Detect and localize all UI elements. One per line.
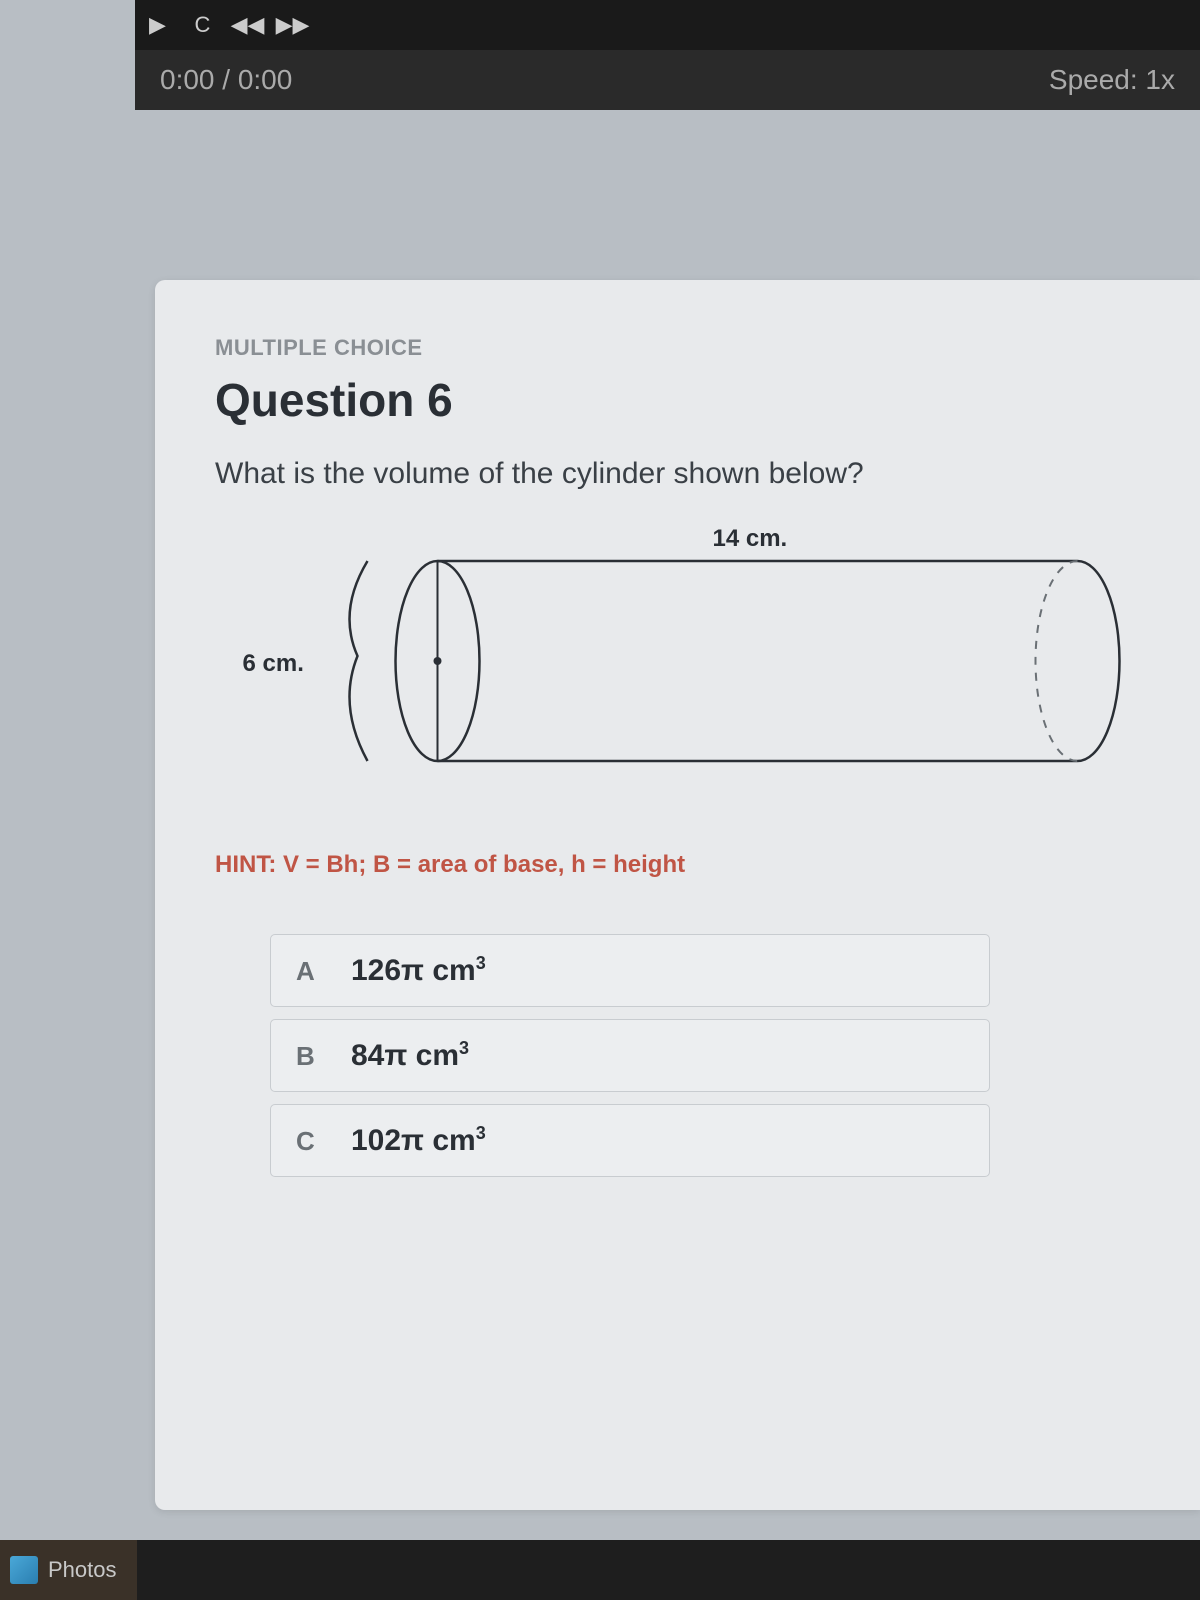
- photos-icon: [10, 1556, 38, 1584]
- choice-letter: C: [296, 1126, 351, 1157]
- choice-text: 102π cm3: [351, 1123, 486, 1158]
- video-controls-bar: ▶ C ◀◀ ▶▶: [135, 0, 1200, 50]
- choices-list: A126π cm3 B84π cm3 C102π cm3: [270, 934, 990, 1177]
- photos-label: Photos: [48, 1557, 117, 1583]
- taskbar: Photos: [0, 1540, 1200, 1600]
- photos-app-button[interactable]: Photos: [0, 1540, 137, 1600]
- question-hint: HINT: V = Bh; B = area of base, h = heig…: [215, 851, 1140, 879]
- question-type-label: MULTIPLE CHOICE: [215, 335, 1140, 361]
- choice-letter: B: [296, 1041, 351, 1072]
- question-title: Question 6: [215, 373, 1140, 427]
- length-label: 14 cm.: [713, 525, 788, 552]
- video-speed[interactable]: Speed: 1x: [1049, 64, 1175, 96]
- height-label: 6 cm.: [243, 650, 304, 677]
- choice-letter: A: [296, 956, 351, 987]
- choice-b[interactable]: B84π cm3: [270, 1019, 990, 1092]
- rewind-icon[interactable]: ◀◀: [225, 5, 270, 45]
- play-icon[interactable]: ▶: [135, 5, 180, 45]
- refresh-icon[interactable]: C: [180, 5, 225, 45]
- choice-c[interactable]: C102π cm3: [270, 1104, 990, 1177]
- video-time: 0:00 / 0:00: [160, 64, 292, 96]
- forward-icon[interactable]: ▶▶: [270, 5, 315, 45]
- question-card: MULTIPLE CHOICE Question 6 What is the v…: [155, 280, 1200, 1510]
- video-time-bar: 0:00 / 0:00 Speed: 1x: [135, 50, 1200, 110]
- question-prompt: What is the volume of the cylinder shown…: [215, 457, 1140, 491]
- cylinder-diagram: 14 cm. 6 cm.: [215, 516, 1140, 826]
- choice-text: 126π cm3: [351, 953, 486, 988]
- choice-a[interactable]: A126π cm3: [270, 934, 990, 1007]
- choice-text: 84π cm3: [351, 1038, 469, 1073]
